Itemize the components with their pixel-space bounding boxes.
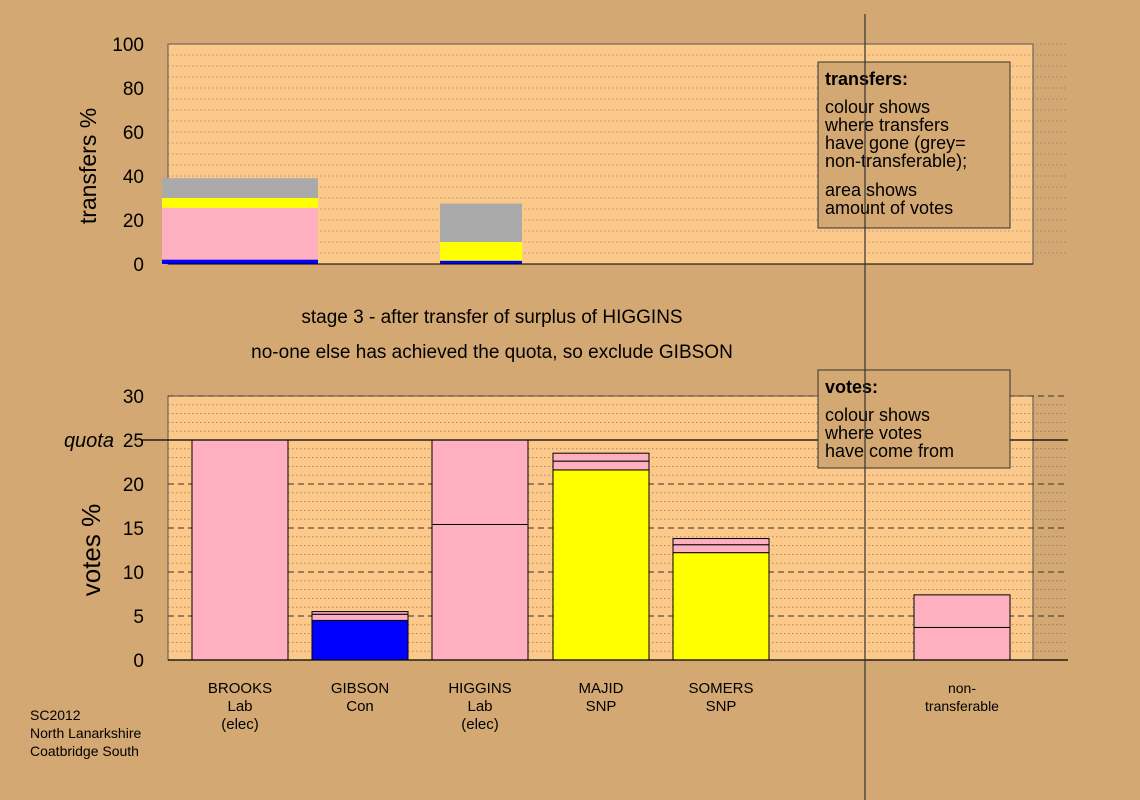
votes-legend-line: colour shows bbox=[825, 405, 930, 425]
votes-bar-segment bbox=[672, 538, 770, 546]
caption-line-1: stage 3 - after transfer of surplus of H… bbox=[301, 307, 682, 328]
votes-legend-title: votes: bbox=[825, 377, 878, 397]
transfers-legend-line: non-transferable); bbox=[825, 151, 967, 171]
transfers-bar-segment bbox=[162, 178, 318, 198]
transfers-bar-segment bbox=[440, 260, 522, 264]
transfers-ytick-label: 80 bbox=[123, 79, 144, 100]
votes-bar-segment bbox=[311, 611, 409, 615]
votes-category-label: (elec) bbox=[221, 716, 259, 733]
votes-bar-segment bbox=[672, 544, 770, 554]
transfers-ytick-label: 40 bbox=[123, 167, 144, 188]
votes-ytick-label: 15 bbox=[123, 519, 144, 540]
votes-category-label: GIBSON bbox=[331, 680, 389, 697]
transfers-bar-segment bbox=[162, 207, 318, 260]
votes-bar-segment bbox=[552, 460, 650, 471]
quota-label: quota bbox=[64, 430, 114, 452]
transfers-legend-frame bbox=[817, 61, 1011, 229]
votes-category-label: SNP bbox=[706, 698, 737, 715]
transfers-bar-segment bbox=[162, 259, 318, 264]
votes-category-label: HIGGINS bbox=[448, 680, 511, 697]
transfers-y-axis-label: transfers % bbox=[75, 108, 101, 224]
votes-bar-segment bbox=[311, 613, 409, 621]
transfers-bar-segment bbox=[440, 203, 522, 242]
votes-ytick-label: 30 bbox=[123, 387, 144, 408]
footer-line-3: Coatbridge South bbox=[30, 743, 139, 759]
votes-category-label: MAJID bbox=[579, 680, 624, 697]
transfers-ytick-label: 60 bbox=[123, 123, 144, 144]
votes-category-label: BROOKS bbox=[208, 680, 272, 697]
footer-line-1: SC2012 bbox=[30, 707, 81, 723]
votes-category-label: Lab bbox=[467, 698, 492, 715]
votes-bar-segment bbox=[672, 552, 770, 661]
votes-bar-segment bbox=[431, 439, 529, 525]
votes-ytick-label: 0 bbox=[133, 651, 144, 672]
transfers-legend-line: have gone (grey= bbox=[825, 133, 966, 153]
votes-category-label: transferable bbox=[925, 698, 999, 714]
votes-bar-segment bbox=[552, 469, 650, 661]
votes-ytick-label: 20 bbox=[123, 475, 144, 496]
transfers-ytick-label: 20 bbox=[123, 211, 144, 232]
transfers-bar-segment bbox=[162, 198, 318, 208]
votes-y-axis-label: votes % bbox=[76, 504, 106, 597]
transfers-ytick-label: 0 bbox=[133, 255, 144, 276]
votes-chart: BROOKSLab(elec)GIBSONConHIGGINSLab(elec)… bbox=[64, 369, 1068, 733]
votes-category-label: Con bbox=[346, 698, 374, 715]
votes-legend-frame bbox=[817, 369, 1011, 469]
votes-category-label: SNP bbox=[586, 698, 617, 715]
transfers-ytick-label: 100 bbox=[112, 35, 144, 56]
votes-ytick-label: 5 bbox=[133, 607, 144, 628]
transfers-chart: 0 20 40 60 80 100 transfers % transfers: colour … bbox=[75, 35, 1068, 276]
votes-bar-segment bbox=[191, 439, 289, 661]
votes-bar-segment bbox=[552, 452, 650, 462]
votes-category-label: (elec) bbox=[461, 716, 499, 733]
transfers-legend-line: area shows bbox=[825, 180, 917, 200]
transfers-bar-segment bbox=[440, 242, 522, 261]
votes-bar-segment bbox=[311, 619, 409, 661]
votes-category-label: Lab bbox=[227, 698, 252, 715]
transfers-legend-line: amount of votes bbox=[825, 198, 953, 218]
transfers-legend-line: where transfers bbox=[824, 115, 949, 135]
votes-category-label: non- bbox=[948, 680, 976, 696]
votes-bar-segment bbox=[913, 626, 1011, 661]
transfers-legend-line: colour shows bbox=[825, 97, 930, 117]
transfers-legend-title: transfers: bbox=[825, 69, 908, 89]
votes-legend-line: have come from bbox=[825, 441, 954, 461]
votes-ytick-label: 25 bbox=[123, 431, 144, 452]
votes-legend-line: where votes bbox=[824, 423, 922, 443]
votes-bar-segment bbox=[913, 594, 1011, 628]
footer-line-2: North Lanarkshire bbox=[30, 725, 141, 741]
votes-category-label: SOMERS bbox=[688, 680, 753, 697]
caption-line-2: no-one else has achieved the quota, so e… bbox=[251, 342, 733, 363]
votes-bar-segment bbox=[431, 523, 529, 661]
votes-ytick-label: 10 bbox=[123, 563, 144, 584]
